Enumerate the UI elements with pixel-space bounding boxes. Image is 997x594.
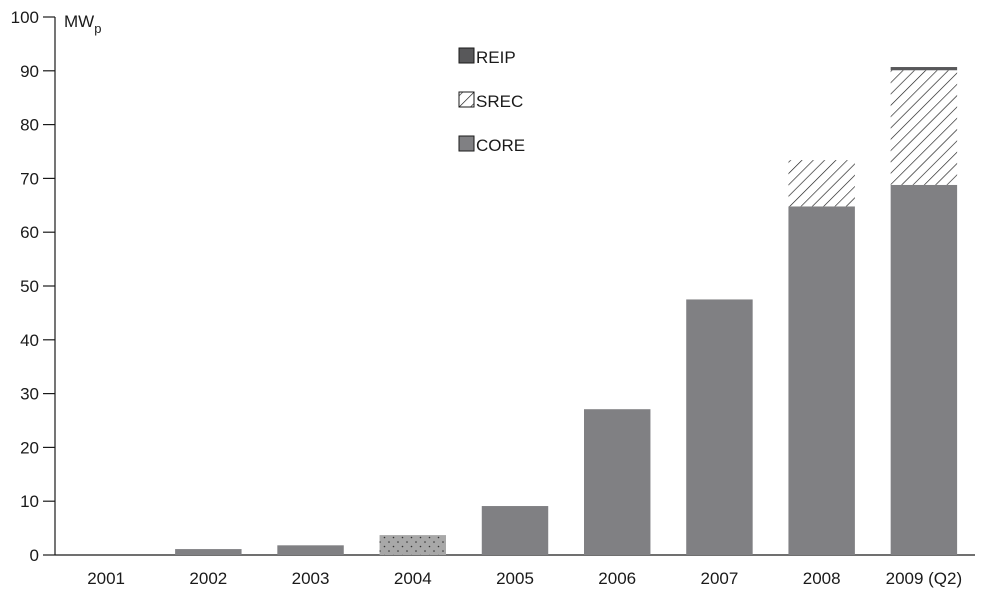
legend-label-reip: REIP: [476, 48, 516, 67]
x-tick-label: 2006: [598, 569, 636, 588]
bar-core: [788, 206, 855, 555]
bar-srec: [788, 160, 855, 207]
y-tick-label: 40: [20, 331, 39, 350]
legend-swatch-srec: [458, 91, 475, 108]
bar-srec: [890, 70, 958, 185]
y-tick-label: 80: [20, 116, 39, 135]
unit-label: MWp: [64, 12, 101, 36]
legend-swatch-core: [458, 135, 475, 152]
x-tick-label: 2003: [292, 569, 330, 588]
y-tick-label: 50: [20, 277, 39, 296]
x-tick-label: 2005: [496, 569, 534, 588]
bar-core: [379, 535, 446, 555]
x-tick-label: 2004: [394, 569, 432, 588]
x-tick-label: 2007: [701, 569, 739, 588]
y-tick-label: 60: [20, 223, 39, 242]
unit-subscript: p: [94, 21, 101, 36]
y-tick-label: 90: [20, 62, 39, 81]
bar-core: [584, 409, 651, 555]
bar-core: [481, 506, 549, 555]
x-axis: 2001 2002 2003 2004 2005 2006 2007 2008 2009 (Q2…: [55, 554, 975, 588]
y-tick-label: 30: [20, 385, 39, 404]
legend-label-core: CORE: [476, 136, 525, 155]
y-tick-label: 10: [20, 492, 39, 511]
bar-reip: [890, 67, 958, 71]
x-tick-label: 2008: [803, 569, 841, 588]
bar-core: [277, 545, 344, 555]
legend-swatch-reip: [458, 47, 475, 64]
bar-core: [175, 549, 242, 555]
bar-core: [686, 299, 753, 555]
x-tick-label: 2009 (Q2): [886, 569, 963, 588]
y-tick-label: 20: [20, 438, 39, 457]
legend: REIP SREC CORE: [458, 47, 525, 155]
unit-main: MW: [64, 12, 94, 31]
x-tick-label: 2002: [189, 569, 227, 588]
x-tick-label: 2001: [87, 569, 125, 588]
y-tick-label: 70: [20, 169, 39, 188]
bar-core: [890, 184, 958, 555]
y-tick-label: 100: [11, 8, 39, 27]
bars: [175, 67, 958, 555]
y-tick-label: 0: [30, 546, 39, 565]
legend-label-srec: SREC: [476, 92, 523, 111]
y-axis: 0 10 20 30 40 50 60 70 80 90 100: [11, 8, 56, 565]
